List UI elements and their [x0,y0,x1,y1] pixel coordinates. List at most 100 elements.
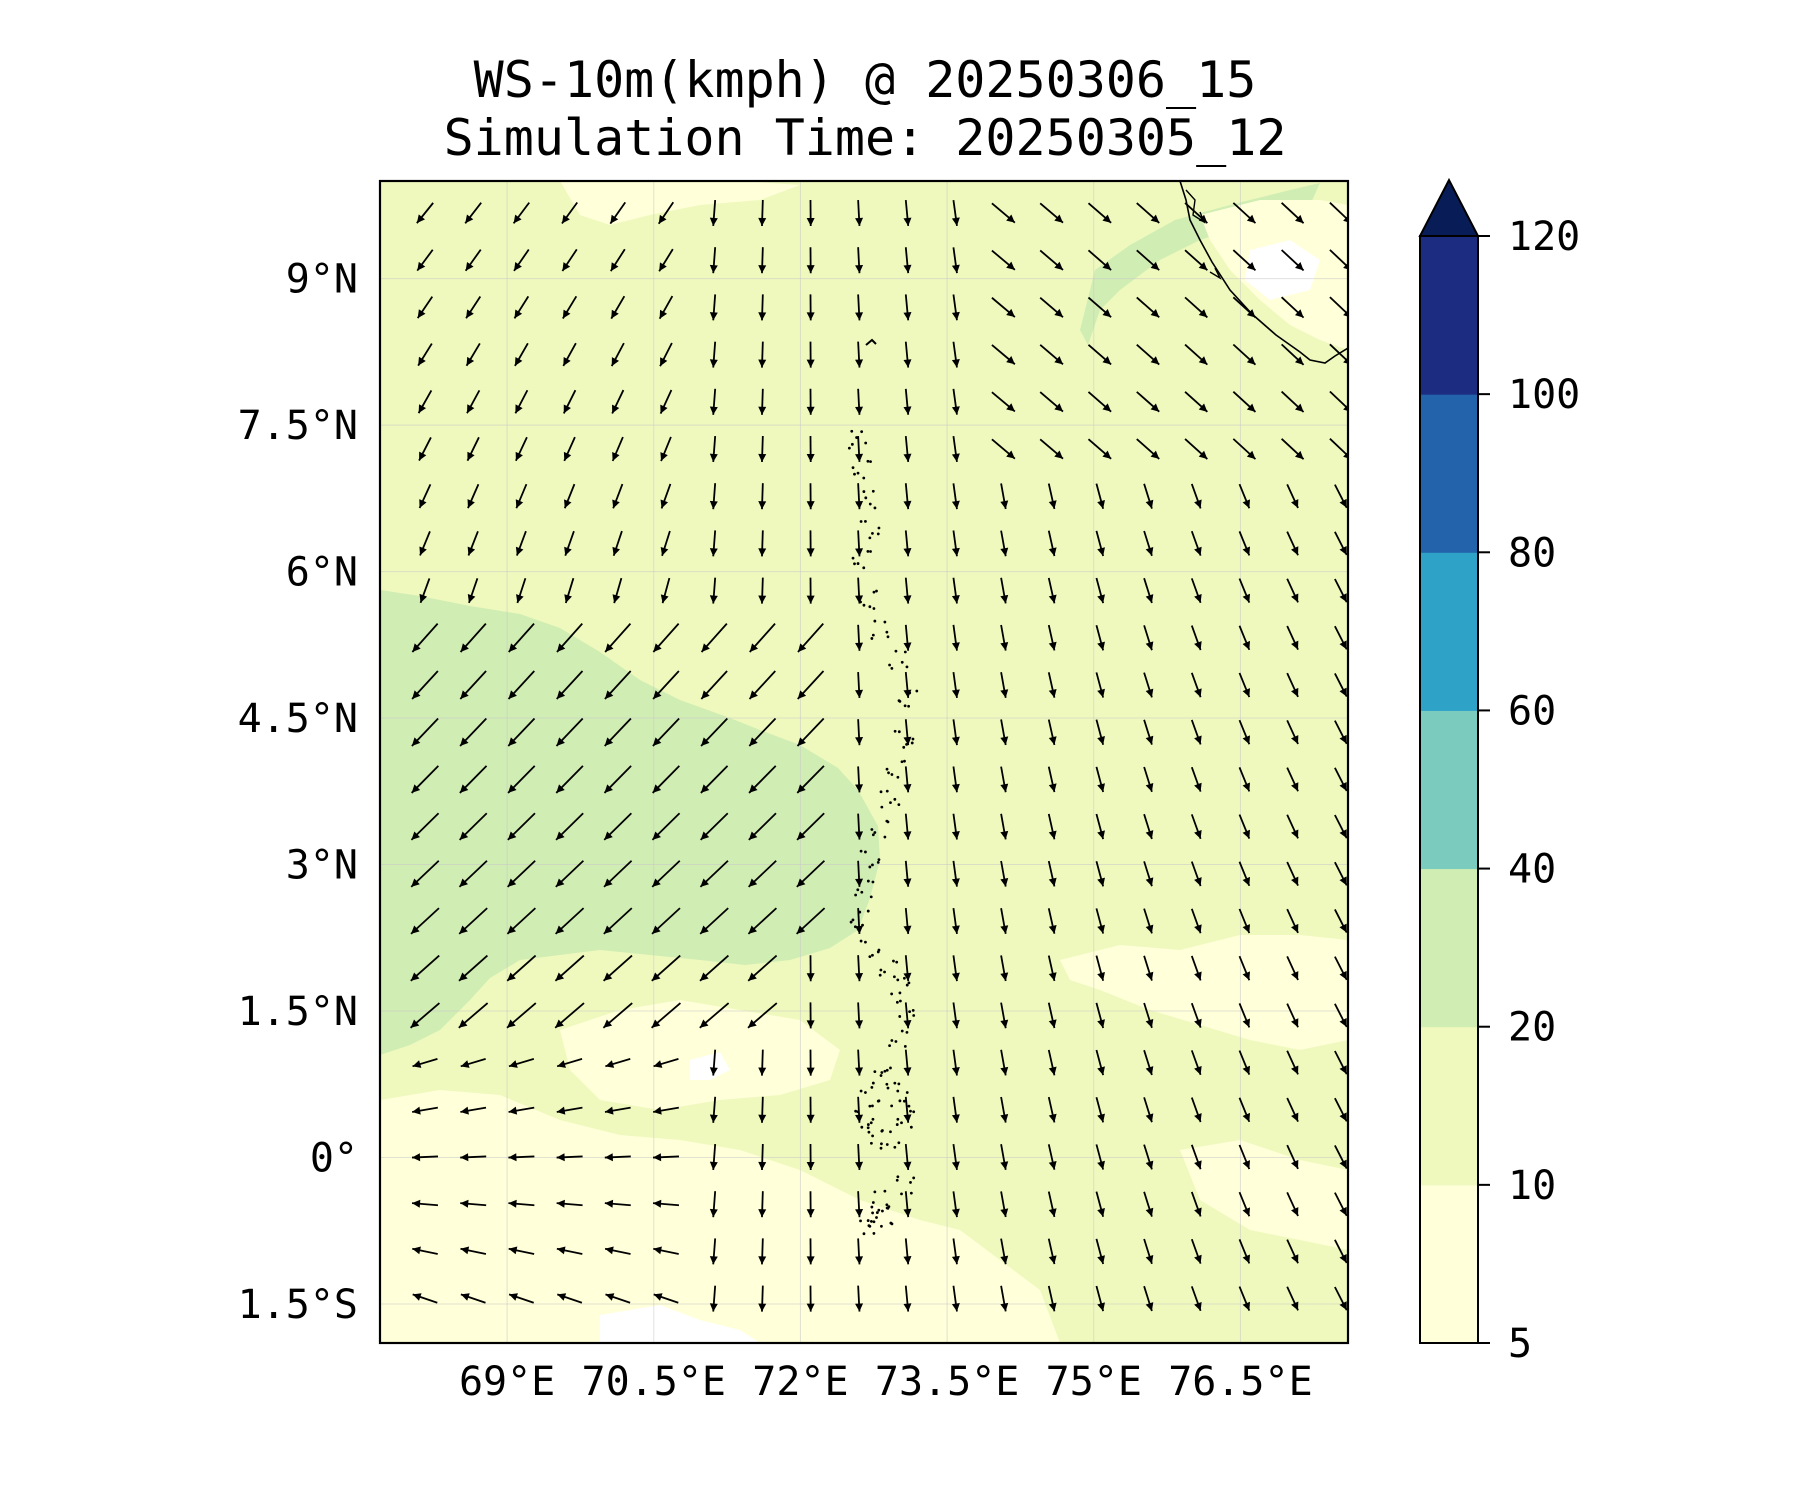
wind-vector-head [459,784,469,793]
island-dot [895,960,899,964]
wind-vector-head [1339,1065,1347,1075]
island-dot [890,773,894,776]
wind-vector-head [1194,688,1202,698]
wind-vector [1329,438,1348,458]
wind-vector-head [1102,403,1112,412]
wind-vector-head [1097,1066,1105,1076]
wind-vector-head [806,312,815,321]
wind-vector-head [556,1106,566,1115]
longitude-tick-labels: 69°E 70.5°E 72°E 73.5°E 75°E 76.5°E [459,1359,1313,1405]
wind-vector-head [1048,594,1057,604]
wind-vector-head [1242,1065,1250,1075]
wind-vector-head [652,878,661,887]
wind-vector-head [459,925,468,934]
wind-vector-head [564,499,572,509]
wind-vector-head [1246,261,1256,271]
wind-vector-head [556,784,565,793]
wind-vector-head [1097,1160,1105,1170]
lon-tick-label: 76.5°E [1168,1359,1313,1405]
wind-vector-head [1242,1301,1250,1311]
wind-vector-head [951,1255,960,1265]
wind-vector-head [508,1153,517,1162]
wind-vector-head [1194,1113,1202,1123]
shading-moderate-zone [380,590,880,1055]
wind-vector-head [1295,356,1304,365]
island-dot [870,1086,874,1089]
wind-vector-head [1048,689,1057,698]
island-dot [880,805,884,809]
wind-vector-head [1097,1113,1105,1123]
wind-vector-head [419,451,427,461]
wind-vector-head [460,737,469,746]
wind-vector-head [1198,403,1208,412]
wind-vector-head [1295,403,1304,413]
wind-vector-head [658,214,667,224]
wind-vector-head [1242,1207,1250,1217]
wind-vector-head [508,784,517,793]
wind-vector-head [749,737,758,746]
wind-vector-head [855,453,864,462]
wind-vector-head [1145,1018,1154,1028]
wind-vector-head [1006,214,1015,223]
island-dot [892,975,896,979]
map-gridlines [380,181,1348,1343]
wind-vector-head [1291,1065,1299,1075]
wind-vector-head [1343,404,1348,411]
wind-vector-head [1097,830,1105,840]
wind-vector-head [701,643,710,652]
lon-tick-label: 73.5°E [875,1359,1020,1405]
wind-vector-head [555,878,565,887]
wind-vector-head [1145,1066,1154,1076]
wind-vector-head [653,643,662,652]
colorbar-segment [1420,868,1478,1028]
island-dot [898,991,902,995]
wind-vector-head [467,451,475,461]
wind-vector-head [797,784,806,793]
wind-vector [1329,390,1348,410]
island-dot [869,895,873,899]
wind-vector-head [1339,1254,1347,1263]
island-dot [888,1044,891,1048]
wind-vector-head [855,1303,864,1312]
wind-vector-head [855,1208,864,1218]
island-dot [855,436,858,439]
island-dot [894,649,898,653]
island-dot [865,338,877,346]
wind-vector-head [605,1293,615,1301]
wind-vector-head [604,784,613,793]
wind-vector-head [748,878,758,887]
wind-vector-head [466,309,474,319]
island-dot [869,550,872,553]
wind-vector-head [758,501,767,510]
wind-vector-head [951,878,960,887]
island-dot [912,1110,916,1114]
wind-vector-head [747,1019,757,1028]
colorbar-tick-label: 20 [1508,1005,1556,1051]
wind-vector-head [660,404,668,414]
wind-vector [1329,343,1348,363]
wind-vector-head [458,1019,468,1028]
wind-vector-head [412,1293,422,1301]
island-dot [885,1082,889,1086]
lat-tick-label: 6°N [286,550,358,596]
wind-vector-head [459,878,468,887]
wind-vector-head [605,1060,615,1068]
wind-vector-head [1006,356,1015,365]
wind-vector-head [1145,1254,1154,1264]
lon-tick-label: 69°E [459,1359,555,1405]
wind-vector-head [1000,1066,1009,1076]
island-dot [876,860,880,864]
wind-vector-head [562,309,571,319]
wind-vector-head [855,784,864,793]
wind-vector-head [855,925,864,934]
wind-vector-head [1097,735,1105,745]
wind-vector-head [1145,546,1154,556]
lat-tick-label: 7.5°N [238,403,358,449]
shading-calm-patch [1180,1140,1348,1250]
colorbar: 5 10 20 40 60 80 100 120 [1418,177,1580,1367]
wind-vector-head [1343,357,1348,364]
wind-vector-head [951,1161,960,1170]
wind-vector-head [507,831,517,840]
wind-vector-head [416,214,425,224]
wind-vector-head [555,925,565,934]
